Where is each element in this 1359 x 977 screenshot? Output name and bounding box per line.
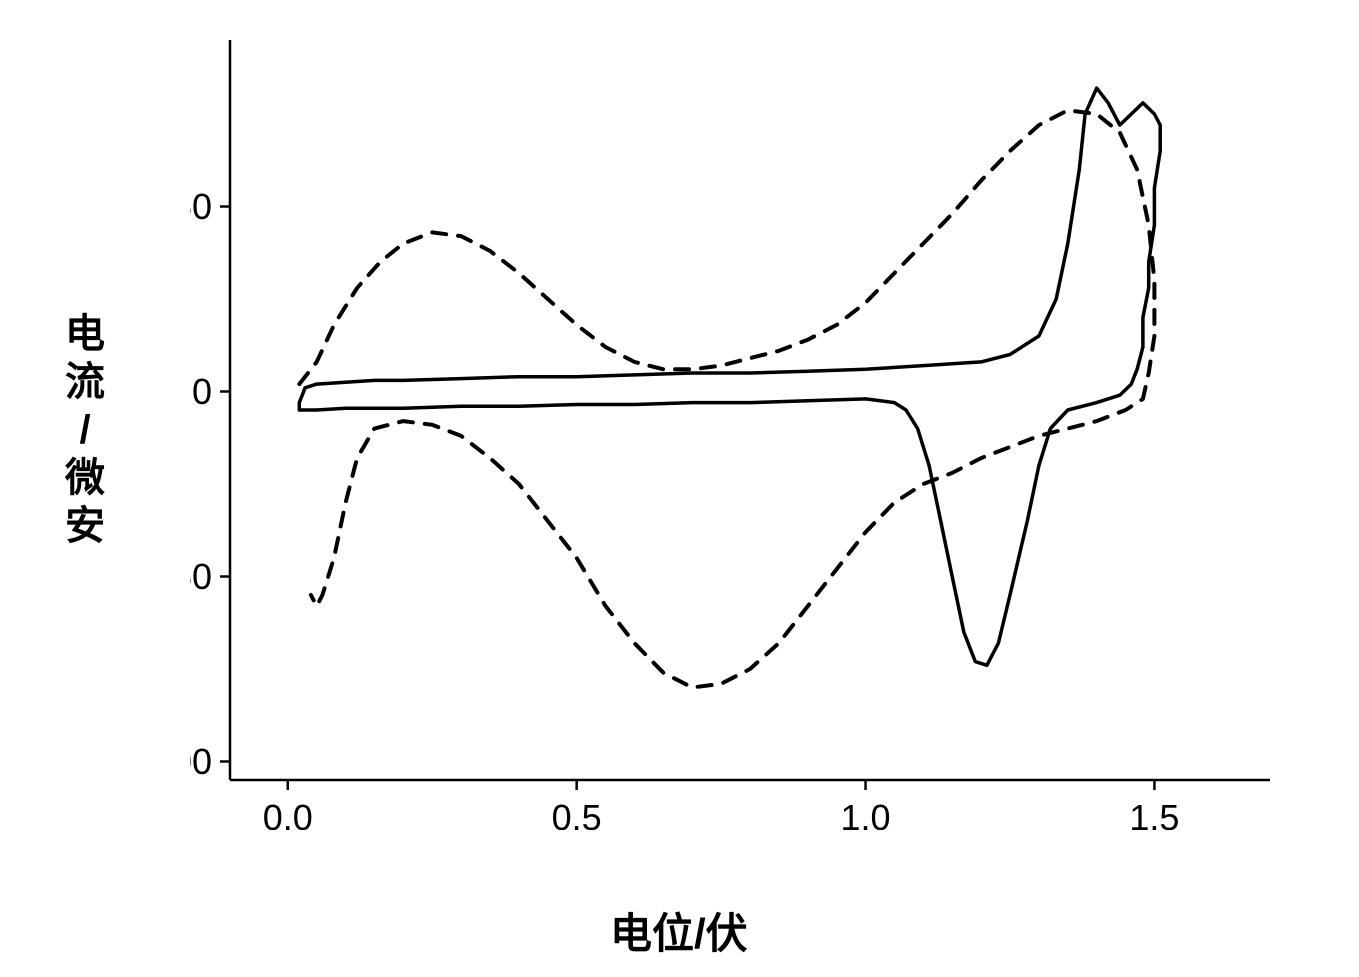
x-tick-label: 0.5	[552, 797, 602, 830]
y-label-char-0: 电	[65, 310, 105, 358]
x-axis-label: 电位/伏	[610, 900, 748, 961]
y-label-char-1: 流	[65, 358, 105, 406]
chart-svg: 0.0 0.5 1.0 1.5 -100 -50 0 50	[190, 30, 1290, 830]
y-tick-label: -100	[190, 741, 212, 782]
y-tick-label: 50	[190, 186, 212, 227]
x-tick-label: 1.0	[841, 797, 891, 830]
y-label-char-3: 微	[65, 454, 105, 502]
x-tick-label: 1.5	[1129, 797, 1179, 830]
y-tick-label: 0	[192, 371, 212, 412]
y-label-char-4: 安	[65, 502, 105, 550]
cv-chart: 电 流 / 微 安 电位/伏 0.00.51.01.5-100-50050	[70, 30, 1320, 950]
series-solid_curve	[299, 88, 1160, 665]
series-dashed_curve	[299, 110, 1154, 687]
y-axis-label: 电 流 / 微 安	[60, 230, 110, 630]
plot-area: 0.0 0.5 1.0 1.5 -100 -50 0 50	[190, 30, 1290, 830]
x-tick-label: 0.0	[263, 797, 313, 830]
y-tick-label: -50	[190, 556, 212, 597]
y-label-char-2: /	[79, 406, 90, 454]
